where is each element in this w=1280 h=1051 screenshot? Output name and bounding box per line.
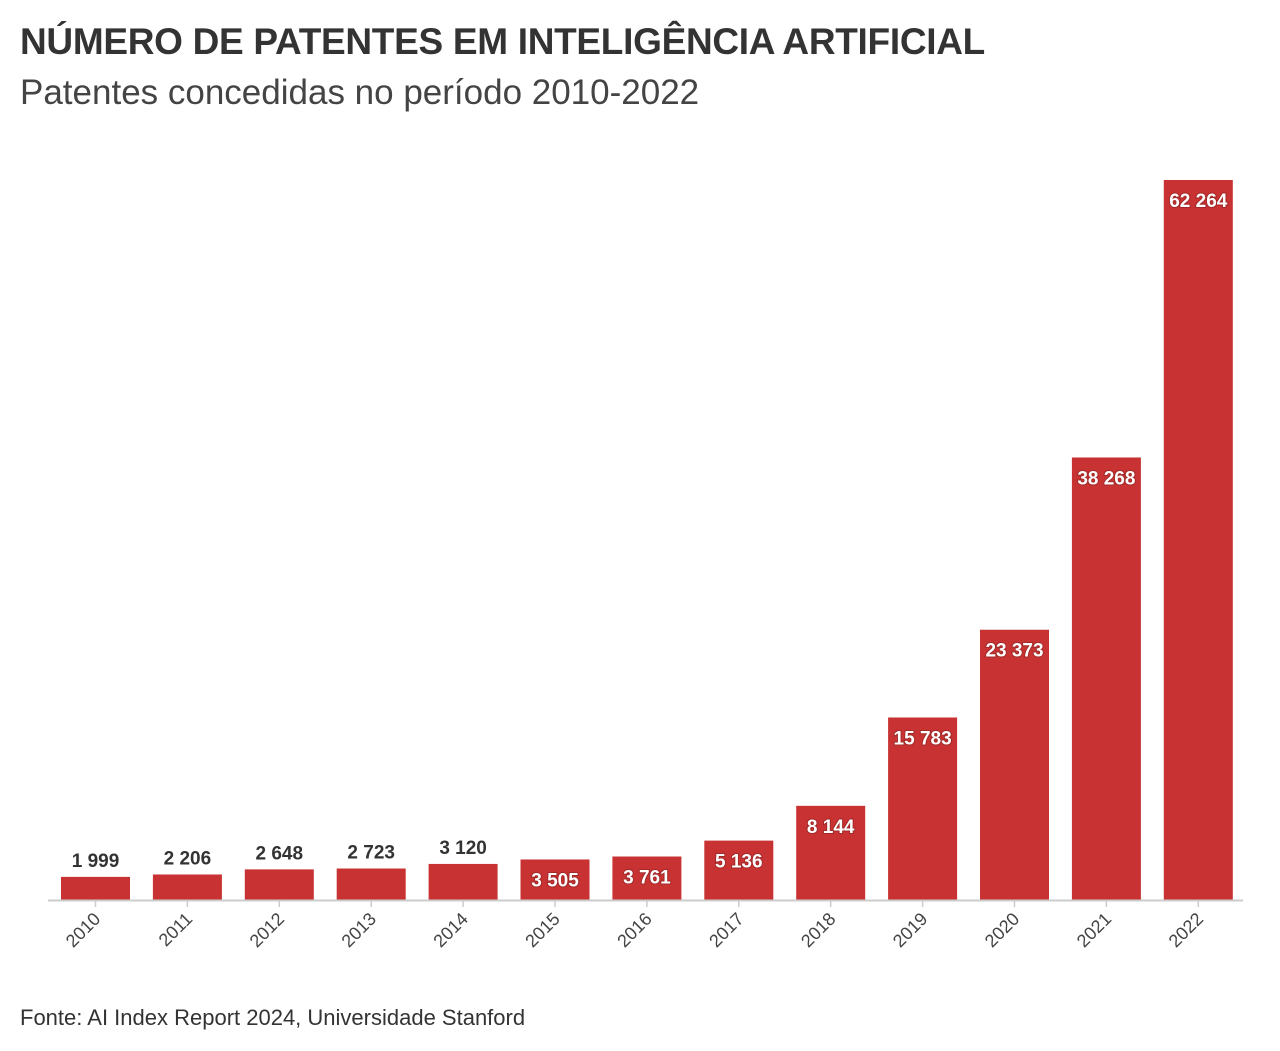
- x-tick-label-2020: 2020: [981, 909, 1023, 951]
- bar-2011: [152, 874, 222, 900]
- x-tick-label-2011: 2011: [155, 909, 197, 951]
- value-labels-group: 1 999 2 206 2 648 2 723 3 120 3 505 3 761 5 136…: [72, 190, 1229, 892]
- bar-2021: [1071, 457, 1141, 900]
- bar-2014: [428, 863, 498, 900]
- bar-2018: [796, 805, 866, 900]
- x-tick-label-2015: 2015: [521, 909, 563, 951]
- value-label-2011: 2 206: [164, 848, 212, 869]
- x-tick-label-2010: 2010: [62, 909, 104, 951]
- x-ticks-group: 2010 2011 2012 2013 2014 2015 2016 2017 2018 2019…: [62, 901, 1207, 951]
- value-label-2014: 3 120: [439, 838, 487, 859]
- bar-2015: [520, 859, 590, 900]
- value-label-2019: 15 783: [894, 728, 952, 749]
- bar-chart: 2010 2011 2012 2013 2014 2015 2016 2017 2018 2019…: [48, 180, 1243, 951]
- value-label-2010: 1 999: [72, 851, 120, 872]
- bar-2010: [61, 876, 130, 900]
- x-tick-label-2012: 2012: [246, 909, 288, 951]
- x-tick-label-2019: 2019: [889, 909, 931, 951]
- bar-2020: [980, 629, 1049, 900]
- value-label-2012: 2 648: [256, 843, 304, 864]
- value-label-2018: 8 144: [807, 817, 855, 838]
- bar-2012: [244, 869, 314, 900]
- x-tick-label-2014: 2014: [429, 909, 471, 951]
- x-tick-label-2018: 2018: [797, 909, 839, 951]
- bar-2013: [336, 868, 406, 900]
- x-tick-label-2017: 2017: [705, 909, 747, 951]
- bar-2022: [1163, 180, 1233, 900]
- value-label-2013: 2 723: [347, 843, 395, 864]
- value-label-2016: 3 761: [623, 868, 671, 889]
- x-tick-label-2013: 2013: [338, 909, 380, 951]
- bar-2016: [612, 856, 682, 900]
- chart-title: NÚMERO DE PATENTES EM INTELIGÊNCIA ARTIF…: [20, 21, 985, 62]
- value-label-2021: 38 268: [1077, 468, 1135, 489]
- value-label-2022: 62 264: [1169, 191, 1228, 212]
- x-tick-label-2021: 2021: [1073, 909, 1115, 951]
- chart-subtitle: Patentes concedidas no período 2010-2022: [20, 73, 700, 112]
- source-note: Fonte: AI Index Report 2024, Universidad…: [20, 1005, 526, 1030]
- bar-2019: [888, 717, 958, 900]
- value-label-2015: 3 505: [531, 870, 579, 891]
- bar-2017: [704, 840, 774, 900]
- bars-group: [61, 180, 1233, 900]
- value-label-2017: 5 136: [715, 852, 763, 873]
- x-tick-label-2016: 2016: [613, 909, 655, 951]
- value-label-2020: 23 373: [985, 641, 1043, 662]
- x-tick-label-2022: 2022: [1165, 909, 1207, 951]
